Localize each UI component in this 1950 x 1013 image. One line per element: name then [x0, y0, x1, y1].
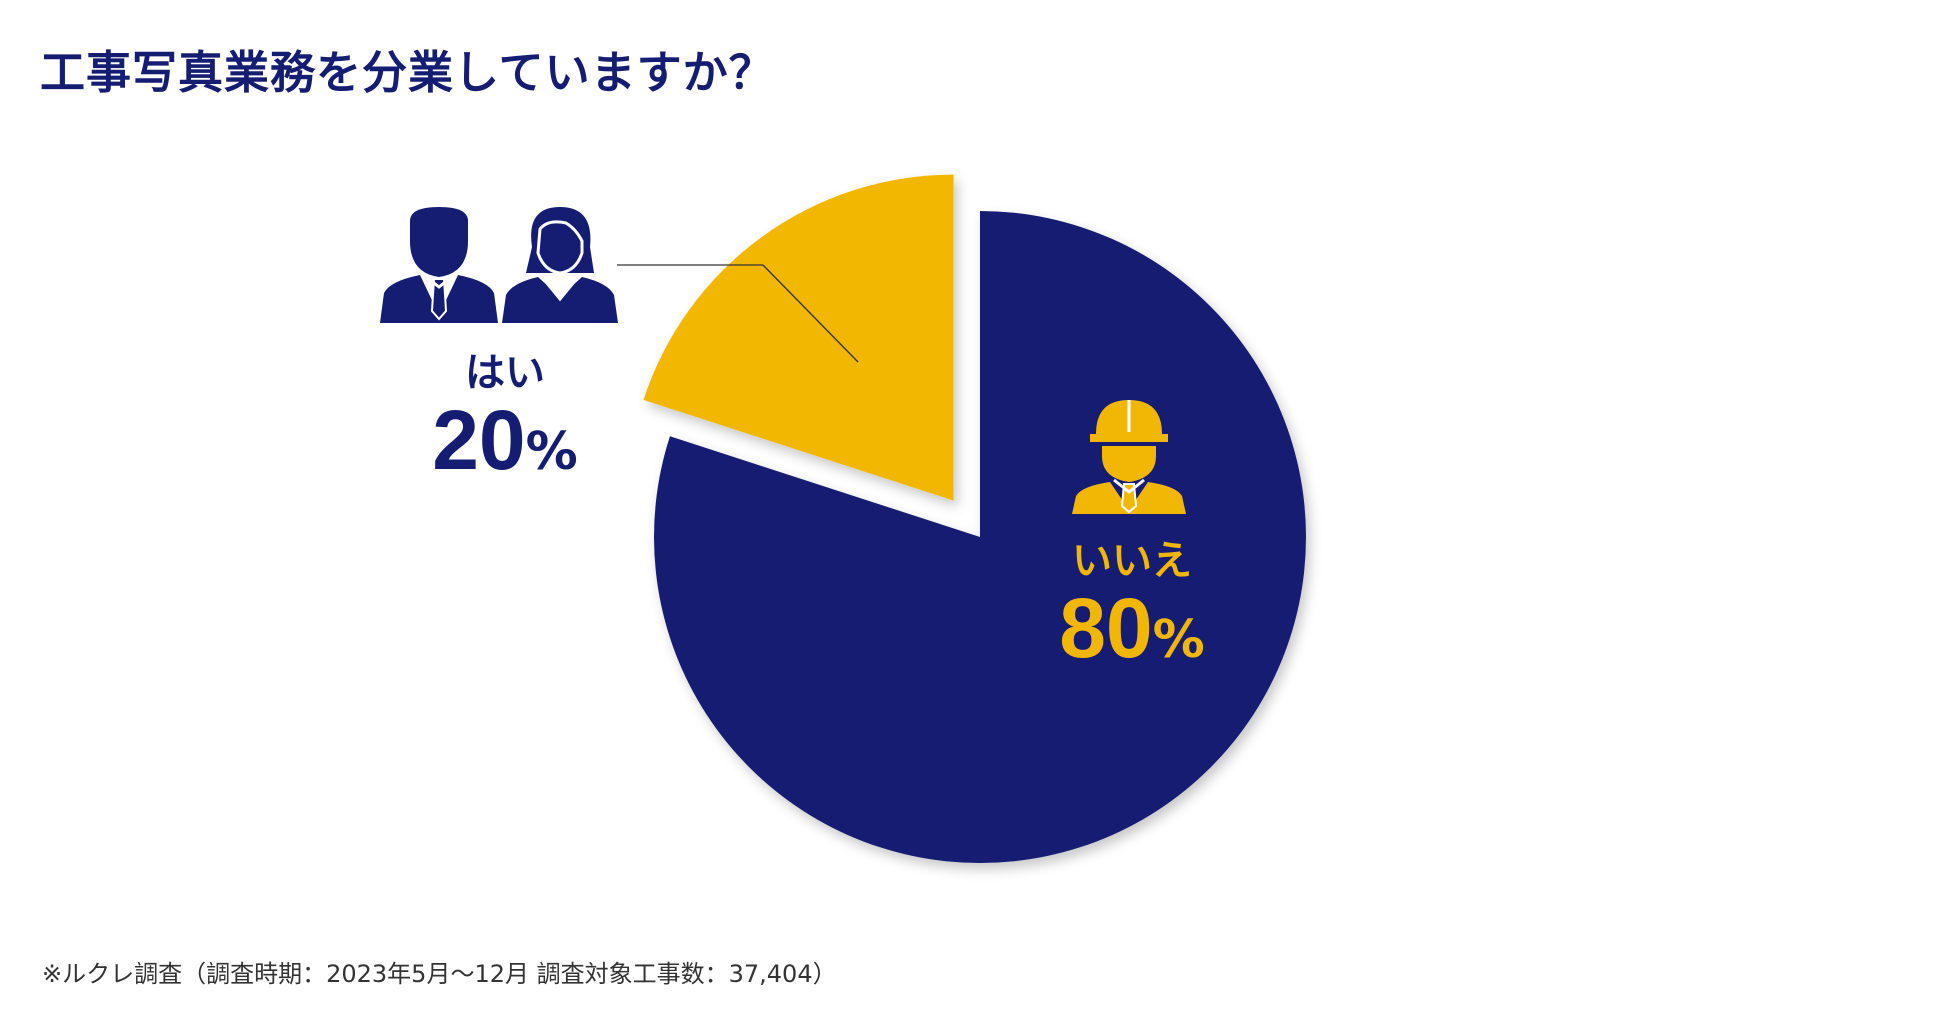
businessman-businesswoman-icon — [380, 207, 618, 323]
label-yes-unit: % — [525, 422, 578, 482]
construction-worker-hardhat-icon — [1072, 400, 1186, 514]
page-title: 工事写真業務を分業していますか？ — [40, 46, 775, 99]
label-no-value: 80 — [1059, 581, 1153, 675]
label-yes-value: 20 — [432, 393, 526, 487]
label-yes-name: はい — [465, 350, 545, 396]
label-no: いいえ 80% — [1022, 528, 1242, 670]
pie-slice-0 — [654, 211, 1307, 863]
label-no-unit: % — [1152, 610, 1205, 670]
label-yes: はい 20% — [405, 340, 605, 482]
label-no-name: いいえ — [1072, 538, 1192, 584]
pie-slice-1 — [643, 174, 954, 501]
footnote: ※ルクレ調査（調査時期：2023年5月〜12月 調査対象工事数：37,404） — [42, 960, 837, 988]
leader-line — [762, 264, 859, 363]
